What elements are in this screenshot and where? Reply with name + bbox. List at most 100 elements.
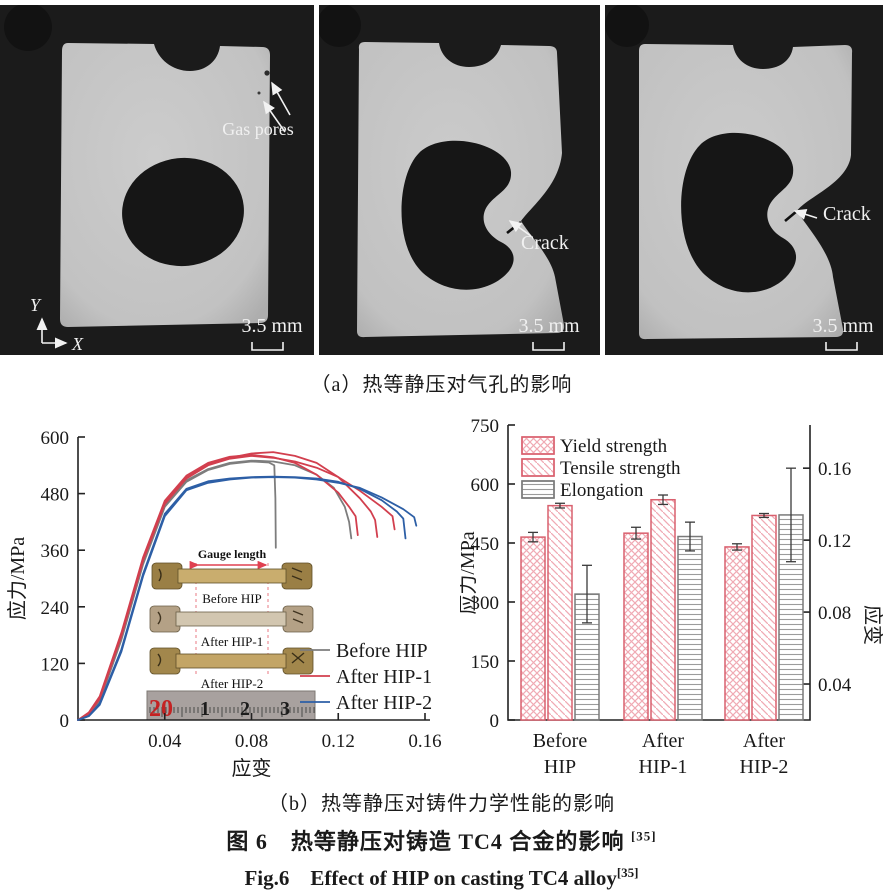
scale-bar	[251, 342, 284, 351]
figure-caption-en-text: Fig.6 Effect of HIP on casting TC4 alloy	[244, 866, 617, 890]
bar	[751, 514, 777, 721]
shrinkage-pore	[681, 132, 797, 293]
y-tick-label: 480	[41, 485, 70, 506]
legend-swatch	[521, 436, 555, 455]
right-y-axis-label: 应变	[861, 605, 883, 645]
xray-row: Gas pores Y X 3.5 mm	[0, 0, 883, 355]
x-axis-letter: X	[71, 334, 84, 354]
left-y-tick-label: 750	[471, 416, 500, 437]
legend-label: After HIP-1	[336, 666, 432, 688]
x-tick-label: 0.04	[148, 731, 182, 752]
gas-pore-dot	[264, 70, 270, 76]
gauge-length-label: Gauge length	[198, 547, 267, 561]
y-tick-label: 360	[41, 541, 70, 562]
left-y-tick-label: 600	[471, 475, 500, 496]
category-label: After HIP-1	[639, 730, 688, 778]
caption-a: （a）热等静压对气孔的影响	[310, 374, 573, 396]
crack-arrow	[793, 209, 818, 220]
right-y-tick-label: 0.16	[818, 459, 851, 480]
gas-pores-label: Gas pores	[222, 119, 293, 139]
xray-panel-after-hip1: Crack 3.5 mm	[319, 5, 600, 355]
scale-bar	[532, 342, 565, 351]
xray-panel-before-hip: Gas pores Y X 3.5 mm	[0, 5, 314, 355]
bar	[677, 535, 703, 721]
legend-label: Tensile strength	[560, 458, 681, 479]
fixture-shadow	[319, 5, 361, 47]
crack-label: Crack	[823, 203, 871, 225]
right-y-tick-label: 0.04	[818, 675, 852, 696]
shrinkage-pore	[401, 140, 514, 290]
right-y-tick-label: 0.12	[818, 531, 851, 552]
bar	[520, 536, 546, 721]
caption-b: （b）热等静压对铸件力学性能的影响	[268, 793, 615, 815]
ruler-number-20: 20	[149, 696, 173, 722]
crack-label: Crack	[521, 232, 569, 254]
left-y-tick-label: 150	[471, 652, 500, 673]
curve	[77, 455, 396, 721]
y-axis-letter: Y	[30, 295, 42, 315]
figure-caption-en-ref: [35]	[616, 865, 639, 880]
gas-pore-arrow-2	[263, 100, 286, 133]
mechanical-properties-bar-chart: 0 150 300 450 600 750 0.04 0.08 0.12 0.16 应力/MPa 应变…	[460, 416, 883, 778]
specimen-label-2: After HIP-1	[201, 634, 263, 649]
ruler-number-3: 3	[280, 698, 290, 720]
xray-image-2: Crack 3.5 mm	[319, 5, 600, 355]
legend-label: Before HIP	[336, 640, 428, 662]
y-tick-label: 600	[41, 428, 70, 449]
specimen-after-hip1	[149, 605, 314, 633]
scale-bar-label: 3.5 mm	[241, 315, 303, 337]
left-y-tick-label: 300	[471, 593, 500, 614]
bar	[547, 504, 573, 721]
specimen-before-hip	[151, 562, 313, 590]
gas-pore-dot-2	[257, 91, 261, 95]
xray-image-1: Gas pores Y X 3.5 mm	[0, 5, 314, 355]
fixture-shadow	[605, 5, 649, 47]
category-label: After HIP-2	[740, 730, 789, 778]
specimen-label-1: Before HIP	[202, 591, 262, 606]
legend-label: Yield strength	[560, 436, 668, 457]
x-tick-label: 0.16	[408, 731, 441, 752]
scale-bar	[825, 342, 858, 351]
figure-caption-zh-ref: [35]	[630, 828, 657, 844]
x-tick-label: 0.12	[322, 731, 355, 752]
charts-row: Gauge length Before HIP	[0, 407, 883, 785]
legend-label: Elongation	[560, 480, 644, 501]
curve	[77, 476, 418, 721]
gas-pore-arrow-1	[271, 81, 291, 116]
specimen-after-hip2	[149, 647, 314, 675]
stress-strain-chart: Gauge length Before HIP	[6, 428, 442, 780]
bar	[724, 546, 750, 721]
legend-label: After HIP-2	[336, 692, 432, 714]
scale-bar-label: 3.5 mm	[518, 315, 580, 337]
ruler	[146, 690, 316, 721]
y-tick-label: 120	[41, 654, 70, 675]
legend-swatch	[521, 480, 555, 499]
ruler-number-1: 1	[200, 698, 210, 720]
x-axis-label: 应变	[232, 757, 272, 780]
xray-image-3: Crack 3.5 mm	[605, 5, 883, 355]
scale-bar-label: 3.5 mm	[812, 315, 874, 337]
figure-caption-zh: 图 6 热等静压对铸造 TC4 合金的影响 [35]	[0, 824, 883, 856]
left-y-axis-label: 应力/MPa	[460, 531, 479, 614]
specimen-photo-inset: Gauge length Before HIP	[146, 547, 316, 722]
left-y-tick-label: 450	[471, 534, 500, 555]
xray-panel-after-hip2: Crack 3.5 mm	[605, 5, 883, 355]
y-tick-label: 240	[41, 598, 70, 619]
crack-arrow	[508, 220, 532, 237]
specimen-label-3: After HIP-2	[201, 676, 263, 691]
y-tick-label: 0	[60, 711, 70, 732]
fixture-shadow	[4, 5, 52, 51]
left-y-tick-label: 0	[490, 711, 500, 732]
figure-caption-zh-text: 图 6 热等静压对铸造 TC4 合金的影响	[226, 829, 625, 854]
x-tick-label: 0.08	[235, 731, 268, 752]
shrinkage-pore	[122, 157, 244, 267]
y-axis-label: 应力/MPa	[6, 537, 29, 620]
legend-swatch	[521, 458, 555, 477]
figure-caption-en: Fig.6 Effect of HIP on casting TC4 alloy…	[0, 862, 883, 892]
category-label: Before HIP	[533, 730, 588, 778]
ruler-number-2: 2	[240, 698, 250, 720]
bar	[623, 532, 649, 721]
bar	[650, 498, 676, 721]
right-y-tick-label: 0.08	[818, 603, 851, 624]
